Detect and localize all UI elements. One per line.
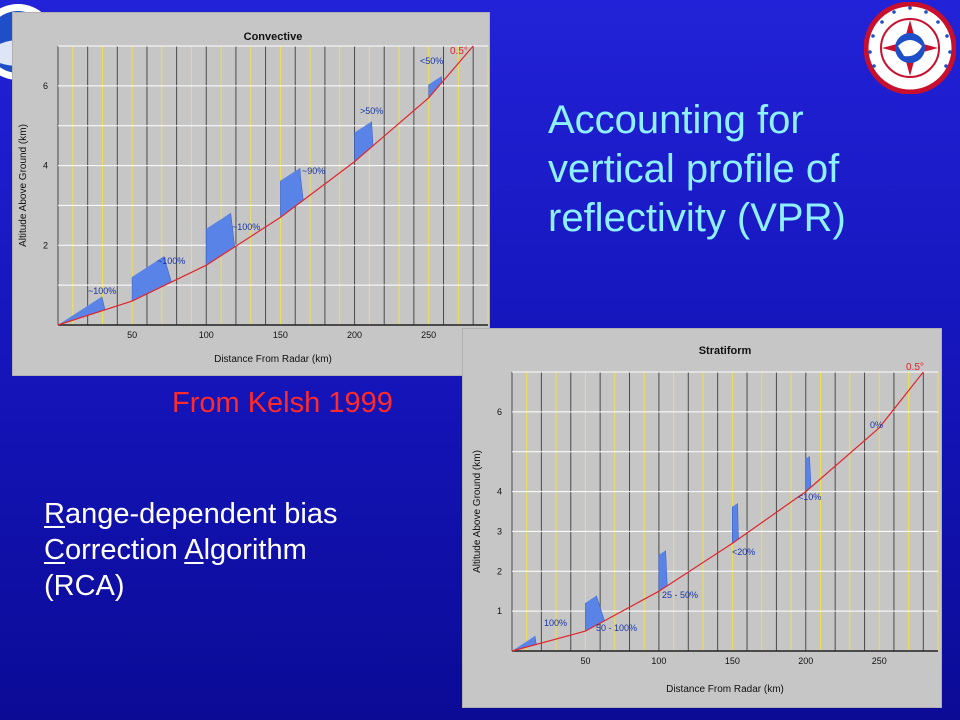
percent-label-1: 100% — [544, 618, 567, 628]
y-tick-label: 3 — [497, 526, 502, 536]
algorithm-line-1: Range-dependent bias — [44, 496, 444, 532]
nws-logo-icon — [864, 2, 956, 94]
percent-label-4: ~90% — [302, 166, 325, 176]
beam-line — [511, 371, 924, 652]
y-tick-label: 6 — [43, 81, 48, 91]
percent-label-2: ~100% — [157, 256, 185, 266]
x-tick-label: 100 — [199, 330, 214, 340]
percent-label-5: >50% — [360, 106, 383, 116]
y-tick-label: 4 — [497, 487, 502, 497]
chart-background — [462, 328, 942, 708]
source-citation: From Kelsh 1999 — [172, 387, 393, 419]
chart-title: Stratiform — [699, 345, 752, 357]
stratiform-chart: Stratiform 0.5° 100% 50 - 100% 25 - 50% <20% <… — [462, 328, 942, 708]
y-tick-label: 1 — [497, 606, 502, 616]
acronym-letter-r: R — [44, 498, 65, 530]
beam-line — [57, 45, 474, 326]
acronym-letter-c: C — [44, 534, 65, 566]
algorithm-line-2: Correction Algorithm — [44, 532, 444, 568]
headline-line-2: vertical profile of — [548, 147, 840, 191]
percent-label-6: 0% — [870, 420, 883, 430]
percent-label-3: ~100% — [232, 222, 260, 232]
x-axis-label: Distance From Radar (km) — [666, 684, 784, 695]
x-tick-label: 100 — [651, 656, 666, 666]
algorithm-name: Range-dependent bias Correction Algorith… — [44, 496, 444, 604]
x-tick-label: 50 — [580, 656, 590, 666]
y-tick-label: 2 — [497, 566, 502, 576]
x-tick-label: 150 — [273, 330, 288, 340]
x-tick-label: 250 — [872, 656, 887, 666]
x-tick-label: 150 — [725, 656, 740, 666]
algorithm-text-3: lgorithm — [203, 534, 307, 566]
y-tick-label: 6 — [497, 407, 502, 417]
x-tick-label: 250 — [421, 330, 436, 340]
percent-label-2: 50 - 100% — [596, 623, 637, 633]
acronym-letter-a: A — [184, 534, 204, 566]
convective-chart: Convective 0.5° ~100% ~100% ~100% ~90% >50% <50… — [12, 12, 490, 376]
headline-line-1: Accounting for — [548, 98, 804, 142]
beam-label: 0.5° — [450, 46, 468, 57]
percent-label-3: 25 - 50% — [662, 590, 698, 600]
x-tick-label: 200 — [347, 330, 362, 340]
percent-label-5: <10% — [798, 492, 821, 502]
x-axis-label: Distance From Radar (km) — [214, 354, 332, 365]
algorithm-text-2: orrection — [64, 534, 185, 566]
algorithm-text-1: ange-dependent bias — [64, 498, 338, 530]
y-axis-label: Altitude Above Ground (km) — [18, 124, 29, 247]
beam-label: 0.5° — [906, 362, 924, 373]
y-tick-label: 2 — [43, 240, 48, 250]
slide-headline: Accounting for vertical profile of refle… — [548, 96, 928, 243]
percent-label-1: ~100% — [88, 286, 116, 296]
x-tick-label: 200 — [798, 656, 813, 666]
headline-line-3: reflectivity (VPR) — [548, 196, 846, 240]
y-axis-label: Altitude Above Ground (km) — [472, 450, 483, 573]
chart-title: Convective — [244, 31, 303, 43]
x-tick-label: 50 — [127, 330, 137, 340]
algorithm-line-3: (RCA) — [44, 570, 125, 602]
y-tick-label: 4 — [43, 161, 48, 171]
percent-label-4: <20% — [732, 547, 755, 557]
percent-label-6: <50% — [420, 56, 443, 66]
